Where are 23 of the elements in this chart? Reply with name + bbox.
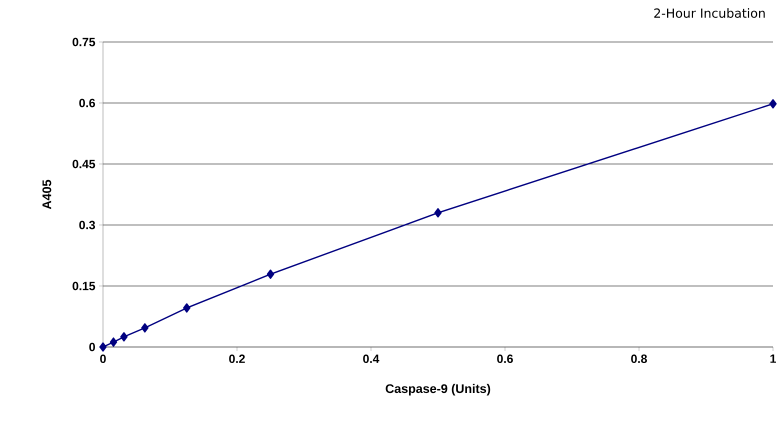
y-tick-label: 0.15: [72, 282, 96, 290]
y-tick-label: 0.45: [72, 160, 96, 168]
point: [266, 270, 274, 279]
x-tick-label: 0.6: [497, 354, 513, 364]
y-tick-label: 0.3: [79, 220, 96, 230]
point: [120, 332, 128, 342]
point: [99, 342, 107, 352]
x-tick-label: 0.4: [363, 354, 380, 364]
y-tick-label: 0: [89, 342, 95, 352]
point: [141, 323, 149, 333]
y-tick-label: 0.75: [72, 38, 96, 46]
y-tick-label: 0.6: [79, 98, 96, 108]
x-tick-label: 0.8: [631, 354, 647, 364]
x-axis-title: Caspase-9 (Units): [386, 384, 490, 396]
text: 2-Hour Incubation: [654, 8, 765, 18]
y-axis-title: A405: [42, 180, 52, 210]
point: [434, 208, 442, 218]
x-tick-label: 1: [770, 354, 776, 363]
point: [110, 337, 118, 347]
point: [183, 303, 190, 313]
point: [769, 99, 777, 109]
x-tick-label: 0: [100, 354, 106, 364]
x-tick-label: 0.2: [229, 354, 245, 364]
